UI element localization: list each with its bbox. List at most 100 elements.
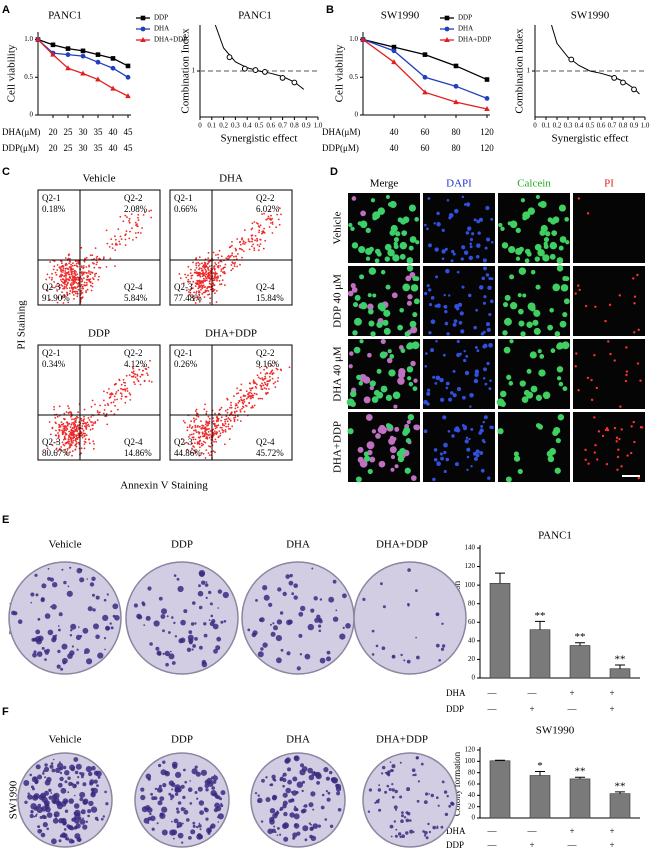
- nucleus: [469, 405, 472, 408]
- colony: [180, 807, 185, 812]
- event-dot: [130, 213, 133, 216]
- event-dot: [135, 236, 138, 239]
- event-dot: [212, 420, 215, 422]
- nucleus: [458, 320, 463, 325]
- colony: [64, 770, 70, 776]
- colony: [176, 807, 179, 811]
- event-dot: [252, 394, 255, 397]
- event-dot: [212, 288, 215, 290]
- event-dot: [65, 267, 68, 270]
- event-dot: [91, 399, 94, 402]
- colony: [67, 653, 73, 659]
- colony: [255, 599, 258, 602]
- dead-cell: [597, 430, 601, 433]
- event-dot: [70, 265, 72, 268]
- x-tick-label: 0.1: [542, 122, 551, 130]
- marker: [80, 53, 86, 59]
- event-dot: [243, 241, 245, 243]
- plot-frame: [37, 189, 161, 306]
- colony: [378, 784, 381, 787]
- colony: [268, 602, 273, 608]
- event-dot: [194, 424, 197, 427]
- colony: [171, 616, 174, 619]
- colony: [436, 612, 440, 616]
- dead-cell: [633, 331, 636, 334]
- colony: [398, 832, 402, 836]
- event-dot: [193, 442, 196, 444]
- colony: [29, 773, 32, 777]
- event-dot: [126, 390, 129, 392]
- x-axis-label: Synergistic effect: [552, 133, 629, 145]
- event-dot: [263, 387, 266, 389]
- legend-label: DDP: [458, 14, 472, 22]
- event-dot: [65, 451, 68, 454]
- colony: [391, 769, 394, 772]
- colony: [66, 590, 73, 597]
- nucleus: [443, 469, 447, 474]
- bar: [609, 668, 631, 679]
- cell: [356, 374, 362, 380]
- event-dot: [235, 255, 237, 258]
- event-dot: [56, 269, 59, 271]
- colony: [114, 615, 120, 621]
- event-dot: [124, 390, 127, 392]
- y-axis-label: SW1990: [8, 780, 20, 819]
- event-dot: [209, 302, 211, 304]
- event-dot: [252, 243, 255, 246]
- event-dot: [219, 283, 221, 286]
- point: [262, 69, 268, 75]
- event-dot: [74, 276, 77, 279]
- marker: [35, 36, 41, 42]
- plot-title: Vehicle: [83, 173, 116, 185]
- event-dot: [260, 388, 263, 390]
- colony: [339, 633, 346, 640]
- event-dot: [229, 246, 232, 248]
- marker: [125, 74, 131, 80]
- colony: [212, 775, 218, 781]
- colony: [72, 783, 77, 789]
- colony: [287, 767, 291, 772]
- colony: [49, 764, 54, 769]
- cell: [348, 222, 353, 228]
- event-dot: [206, 279, 208, 282]
- event-dot: [137, 214, 140, 216]
- nucleus: [468, 293, 472, 298]
- colony: [93, 779, 98, 784]
- nucleus: [445, 457, 450, 462]
- event-dot: [54, 421, 57, 424]
- event-dot: [192, 287, 194, 290]
- cell: [409, 320, 417, 328]
- colony: [43, 649, 47, 653]
- event-dot: [223, 271, 226, 273]
- x-tick-label: 1.0: [314, 122, 323, 130]
- event-dot: [122, 388, 125, 391]
- colony: [160, 614, 166, 619]
- cell: [557, 413, 565, 421]
- nucleus: [452, 322, 457, 327]
- cell: [380, 385, 388, 393]
- marker: [65, 46, 71, 51]
- quadrant-percent: 44.86%: [174, 448, 202, 458]
- event-dot: [253, 221, 256, 223]
- event-dot: [271, 232, 274, 234]
- cell: [413, 298, 420, 305]
- x-tick-label: 120: [480, 143, 494, 153]
- event-dot: [237, 392, 240, 394]
- colony: [59, 761, 61, 764]
- cell: [554, 331, 561, 337]
- event-dot: [71, 427, 74, 429]
- colony: [37, 803, 42, 808]
- cell: [530, 385, 538, 393]
- dead-cell: [586, 376, 590, 380]
- colony: [209, 602, 213, 606]
- event-dot: [128, 217, 131, 220]
- event-dot: [190, 268, 192, 271]
- event-dot: [228, 256, 231, 259]
- nucleus: [430, 348, 435, 353]
- nucleus: [451, 249, 455, 254]
- colony: [42, 822, 48, 828]
- x-tick-label: 20: [49, 127, 59, 137]
- quadrant-id: Q2-4: [124, 437, 143, 447]
- colony: [204, 779, 210, 785]
- cell: [415, 240, 420, 245]
